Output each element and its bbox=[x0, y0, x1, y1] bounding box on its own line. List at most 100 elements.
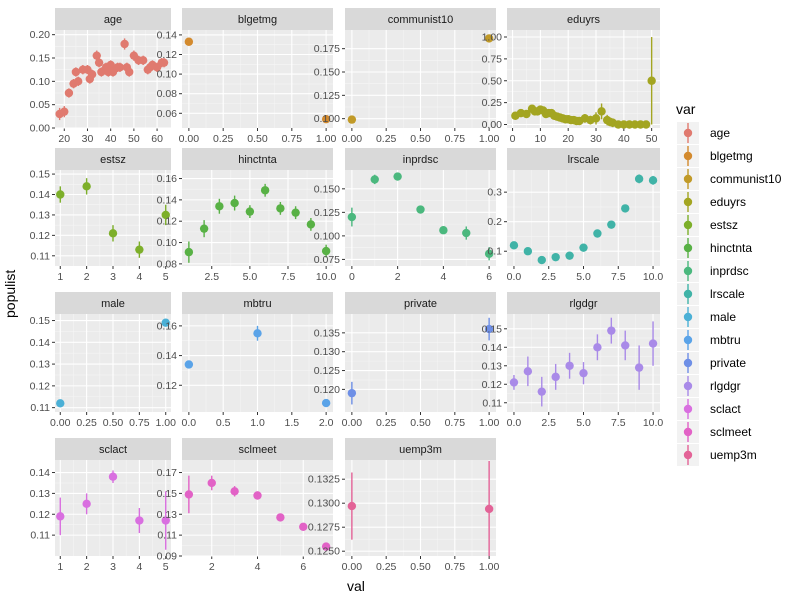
y-tick-label: 0.14 bbox=[157, 194, 178, 206]
data-point bbox=[92, 51, 101, 60]
x-tick-label: 1.00 bbox=[479, 561, 500, 573]
y-tick-label: 0.08 bbox=[157, 88, 178, 100]
data-point bbox=[108, 229, 118, 238]
x-tick-label: 0.5 bbox=[216, 417, 231, 429]
x-tick-label: 10.0 bbox=[643, 271, 664, 283]
data-point bbox=[56, 512, 65, 521]
legend-key-point bbox=[683, 289, 693, 299]
y-tick-label: 0.12 bbox=[482, 379, 503, 391]
x-tick-label: 7.5 bbox=[611, 417, 626, 429]
data-point bbox=[321, 114, 331, 124]
y-tick-label: 0.14 bbox=[482, 342, 503, 354]
y-tick-label: 0.09 bbox=[157, 551, 178, 563]
x-tick-label: 0.00 bbox=[50, 417, 71, 429]
x-tick-label: 0.75 bbox=[282, 133, 303, 145]
data-point bbox=[537, 387, 546, 396]
facet-panel bbox=[55, 30, 171, 128]
x-axis-title: val bbox=[347, 578, 365, 594]
facet-estsz: estsz 1 2 3 4 5 0.11 0.12 0.13 0.14 0.15 bbox=[30, 148, 171, 283]
data-point bbox=[591, 114, 601, 123]
data-point bbox=[641, 120, 651, 129]
legend-label: mbtru bbox=[710, 333, 741, 347]
legend-item-rlgdgr: rlgdgr bbox=[677, 375, 741, 397]
y-tick-label: 0.11 bbox=[30, 250, 50, 262]
facet-male: male 0.00 0.25 0.50 0.75 1.00 0.11 0.12 0.13 0.14… bbox=[30, 292, 176, 429]
legend-item-inprdsc: inprdsc bbox=[677, 260, 749, 282]
y-tick-label: 0.12 bbox=[30, 380, 51, 392]
facet-strip bbox=[182, 438, 333, 460]
y-tick-label: 0.14 bbox=[157, 350, 178, 362]
data-point bbox=[462, 228, 471, 238]
data-point bbox=[291, 208, 300, 217]
data-point bbox=[215, 202, 224, 211]
data-point bbox=[299, 522, 308, 531]
facet-strip-label: uemp3m bbox=[399, 444, 442, 456]
x-tick-label: 2.5 bbox=[204, 271, 219, 283]
data-point bbox=[551, 372, 560, 382]
x-tick-label: 2 bbox=[84, 561, 90, 573]
facet-strip bbox=[345, 148, 496, 170]
facet-strip-label: sclmeet bbox=[239, 444, 277, 456]
legend-label: sclact bbox=[710, 402, 741, 416]
data-point bbox=[125, 67, 134, 77]
x-tick-label: 0.25 bbox=[376, 561, 397, 573]
y-tick-label: 0.125 bbox=[314, 207, 340, 219]
data-point bbox=[648, 339, 658, 348]
data-point bbox=[509, 378, 519, 387]
x-tick-label: 6 bbox=[300, 561, 306, 573]
facet-sclact: sclact 1 2 3 4 5 0.11 0.12 0.13 0.14 bbox=[30, 438, 171, 573]
y-tick-label: 0.14 bbox=[157, 29, 178, 41]
x-tick-label: 0.50 bbox=[103, 417, 124, 429]
legend-label: eduyrs bbox=[710, 195, 746, 209]
data-point bbox=[138, 56, 148, 65]
data-point bbox=[634, 174, 644, 184]
facet-strip-label: lrscale bbox=[568, 154, 600, 166]
data-point bbox=[484, 324, 494, 334]
y-tick-label: 0.15 bbox=[157, 488, 178, 500]
x-tick-label: 0 bbox=[510, 133, 516, 145]
y-tick-label: 0.130 bbox=[314, 346, 340, 358]
facet-strip bbox=[345, 438, 496, 460]
facet-strip-label: estsz bbox=[100, 154, 126, 166]
data-point bbox=[56, 399, 65, 408]
y-tick-label: 0.150 bbox=[314, 67, 340, 79]
x-tick-label: 0.25 bbox=[76, 417, 97, 429]
legend-key-point bbox=[683, 427, 693, 437]
x-tick-label: 0.75 bbox=[445, 133, 466, 145]
data-point bbox=[276, 204, 285, 213]
y-tick-label: 0.11 bbox=[30, 530, 50, 542]
facet-private: private 0.00 0.25 0.50 0.75 1.00 0.120 0.125 0.1… bbox=[314, 292, 500, 429]
facet-strip-label: hinctnta bbox=[238, 154, 277, 166]
y-tick-label: 0.17 bbox=[157, 467, 178, 479]
x-tick-label: 2.5 bbox=[541, 417, 556, 429]
x-tick-label: 40 bbox=[618, 133, 630, 145]
data-point bbox=[207, 478, 216, 488]
legend-key-point bbox=[683, 266, 693, 276]
data-point bbox=[522, 109, 531, 119]
x-tick-label: 40 bbox=[105, 133, 117, 145]
data-point bbox=[593, 229, 602, 238]
x-tick-label: 60 bbox=[151, 133, 163, 145]
legend-item-uemp3m: uemp3m bbox=[677, 444, 757, 466]
y-tick-label: 0.14 bbox=[30, 337, 51, 349]
data-point bbox=[634, 363, 644, 372]
data-point bbox=[135, 516, 144, 525]
data-point bbox=[161, 318, 170, 327]
data-point bbox=[647, 76, 656, 85]
data-point bbox=[579, 243, 588, 252]
y-tick-label: 0.15 bbox=[30, 53, 51, 65]
x-tick-label: 0.75 bbox=[445, 417, 466, 429]
y-tick-label: 0.100 bbox=[314, 230, 340, 242]
data-point bbox=[135, 245, 144, 254]
data-point bbox=[621, 341, 630, 350]
legend-label: uemp3m bbox=[710, 448, 757, 462]
x-tick-label: 10.0 bbox=[643, 417, 664, 429]
x-tick-label: 3 bbox=[110, 271, 116, 283]
x-tick-label: 10 bbox=[535, 133, 547, 145]
y-tick-label: 0.125 bbox=[314, 365, 340, 377]
legend-key-point bbox=[683, 197, 693, 207]
y-tick-label: 0.100 bbox=[314, 113, 340, 125]
y-tick-label: 0.25 bbox=[482, 97, 503, 109]
data-point bbox=[71, 67, 81, 77]
facet-age: age 20 30 40 50 60 0.00 0.05 0.10 0.15 0.20 bbox=[30, 8, 171, 145]
